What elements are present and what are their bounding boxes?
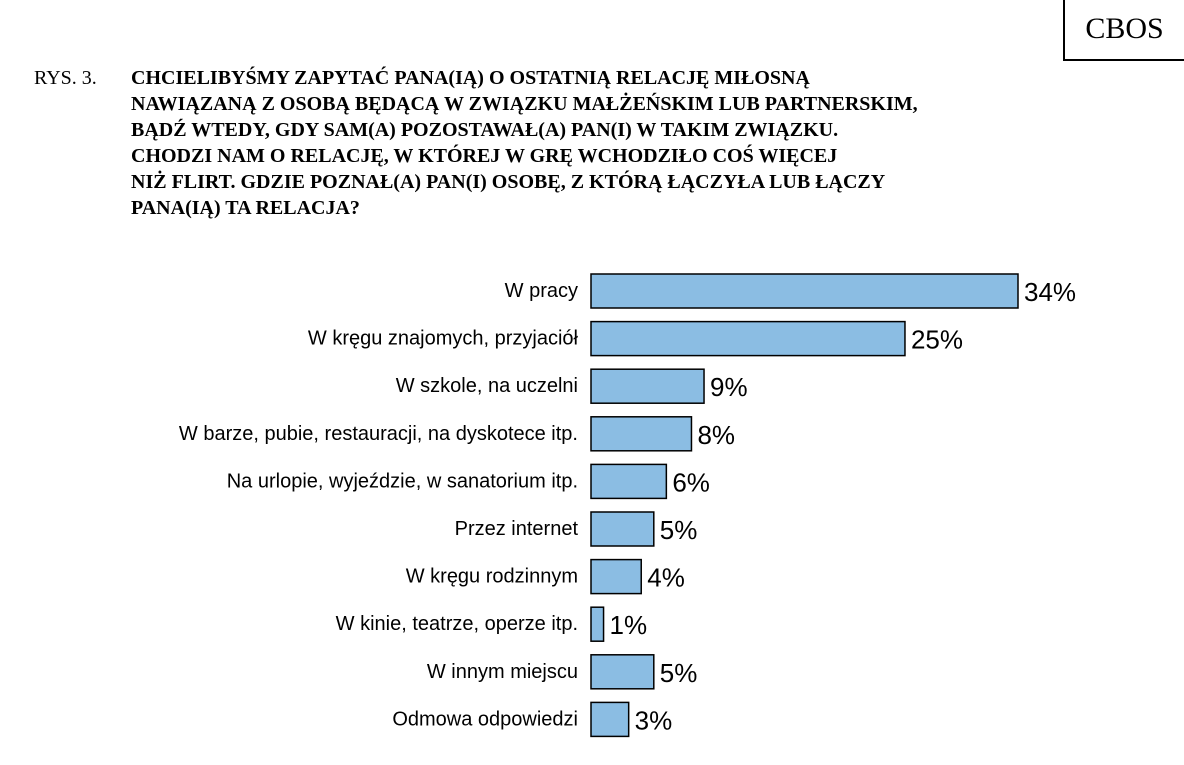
figure-question: CHCIELIBYŚMY ZAPYTAĆ PANA(IĄ) O OSTATNIĄ… xyxy=(131,65,918,221)
bar xyxy=(590,511,655,547)
bar xyxy=(590,320,906,357)
bar xyxy=(590,273,1019,309)
bar xyxy=(590,416,693,452)
category-label: W kinie, teatrze, operze itp. xyxy=(336,613,578,635)
bar xyxy=(590,368,705,404)
brand-logo-box: CBOS xyxy=(1063,0,1184,61)
value-label: 25% xyxy=(911,325,963,355)
category-label: W pracy xyxy=(505,280,578,302)
bar xyxy=(590,558,642,595)
question-line: CHCIELIBYŚMY ZAPYTAĆ PANA(IĄ) O OSTATNIĄ… xyxy=(131,67,810,89)
category-label: Na urlopie, wyjeździe, w sanatorium itp. xyxy=(227,470,578,492)
category-label: W innym miejscu xyxy=(427,661,578,683)
question-line: NIŻ FLIRT. GDZIE POZNAŁ(A) PAN(I) OSOBĘ,… xyxy=(131,171,886,193)
category-label: W kręgu rodzinnym xyxy=(406,566,578,588)
question-line: PANA(IĄ) TA RELACJA? xyxy=(131,197,360,219)
category-label: Przez internet xyxy=(455,518,579,540)
bar xyxy=(590,463,668,500)
bar xyxy=(590,606,605,642)
category-label: W barze, pubie, restauracji, na dyskotec… xyxy=(179,423,578,445)
question-line: CHODZI NAM O RELACJĘ, W KTÓREJ W GRĘ WCH… xyxy=(131,145,838,167)
bar xyxy=(590,701,630,738)
figure-number: RYS. 3. xyxy=(34,67,97,89)
category-label: Odmowa odpowiedzi xyxy=(392,708,578,730)
question-line: NAWIĄZANĄ Z OSOBĄ BĘDĄCĄ W ZWIĄZKU MAŁŻE… xyxy=(131,93,918,115)
category-label: W szkole, na uczelni xyxy=(396,375,578,397)
value-label: 5% xyxy=(660,658,698,688)
value-label: 4% xyxy=(647,563,685,593)
value-label: 34% xyxy=(1024,277,1076,307)
value-label: 6% xyxy=(672,467,710,497)
value-label: 3% xyxy=(635,705,673,735)
question-line: BĄDŹ WTEDY, GDY SAM(A) POZOSTAWAŁ(A) PAN… xyxy=(131,119,839,141)
value-label: 5% xyxy=(660,515,698,545)
bar xyxy=(590,654,655,690)
value-label: 9% xyxy=(710,372,748,402)
value-label: 1% xyxy=(610,610,648,640)
category-label: W kręgu znajomych, przyjaciół xyxy=(308,328,579,350)
value-label: 8% xyxy=(697,420,735,450)
brand-name: CBOS xyxy=(1085,12,1164,45)
